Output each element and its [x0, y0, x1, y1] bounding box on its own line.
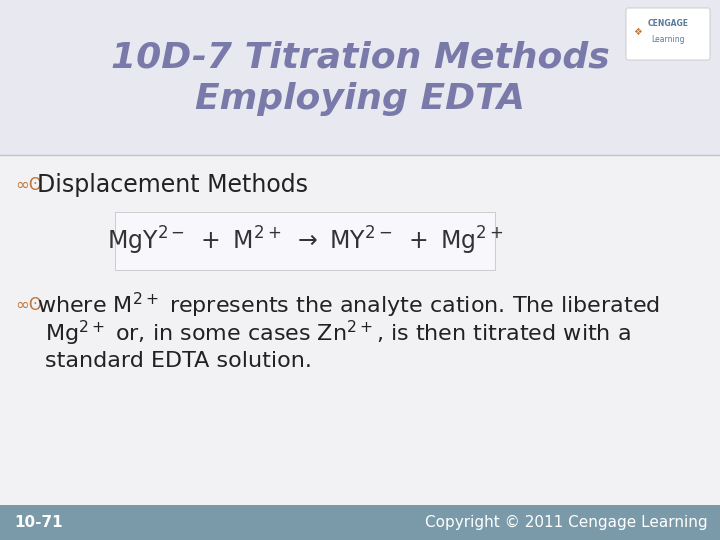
Text: $\mathrm{MgY}^{2-}\ +\ \mathrm{M}^{2+}\ \rightarrow\ \mathrm{MY}^{2-}\ +\ \mathr: $\mathrm{MgY}^{2-}\ +\ \mathrm{M}^{2+}\ …	[107, 225, 503, 257]
FancyBboxPatch shape	[0, 505, 720, 540]
Text: 10-71: 10-71	[14, 515, 63, 530]
FancyBboxPatch shape	[115, 212, 495, 270]
Text: ∞ʘ: ∞ʘ	[15, 176, 42, 194]
Text: standard EDTA solution.: standard EDTA solution.	[45, 351, 312, 371]
Text: Learning: Learning	[652, 35, 685, 44]
Text: Displacement Methods: Displacement Methods	[37, 173, 308, 197]
FancyBboxPatch shape	[626, 8, 710, 60]
FancyBboxPatch shape	[0, 155, 720, 505]
Text: Copyright © 2011 Cengage Learning: Copyright © 2011 Cengage Learning	[426, 515, 708, 530]
Text: Mg$^{2+}$ or, in some cases Zn$^{2+}$, is then titrated with a: Mg$^{2+}$ or, in some cases Zn$^{2+}$, i…	[45, 319, 631, 348]
Text: CENGAGE: CENGAGE	[647, 19, 688, 28]
Text: ∞ʘ: ∞ʘ	[15, 296, 42, 314]
Text: where M$^{2+}$ represents the analyte cation. The liberated: where M$^{2+}$ represents the analyte ca…	[37, 291, 660, 320]
Text: 10D-7 Titration Methods: 10D-7 Titration Methods	[111, 40, 609, 75]
FancyBboxPatch shape	[0, 0, 720, 155]
Text: Employing EDTA: Employing EDTA	[195, 83, 525, 117]
Text: ❖: ❖	[634, 26, 642, 37]
